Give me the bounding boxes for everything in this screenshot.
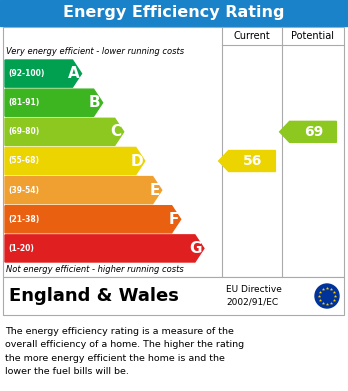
Text: England & Wales: England & Wales [9,287,179,305]
Text: G: G [189,241,202,256]
Text: (55-68): (55-68) [8,156,39,165]
Text: 69: 69 [304,125,324,139]
Text: (39-54): (39-54) [8,186,39,195]
Polygon shape [5,147,145,174]
Text: Not energy efficient - higher running costs: Not energy efficient - higher running co… [6,265,184,274]
Circle shape [315,284,339,308]
Text: 56: 56 [243,154,263,168]
Text: Energy Efficiency Rating: Energy Efficiency Rating [63,5,285,20]
Polygon shape [5,118,124,145]
Text: (92-100): (92-100) [8,69,45,78]
Text: (69-80): (69-80) [8,127,39,136]
Polygon shape [5,206,181,233]
Text: C: C [111,124,122,139]
Text: EU Directive
2002/91/EC: EU Directive 2002/91/EC [226,285,282,307]
Text: F: F [168,212,179,227]
Text: Very energy efficient - lower running costs: Very energy efficient - lower running co… [6,47,184,57]
Text: A: A [68,66,80,81]
Text: Potential: Potential [292,31,334,41]
Text: (1-20): (1-20) [8,244,34,253]
Bar [3,277,344,315]
Text: E: E [149,183,160,197]
Polygon shape [219,151,275,172]
Polygon shape [5,177,162,204]
Text: D: D [130,154,143,169]
Bar [0,0,348,26]
Text: (21-38): (21-38) [8,215,39,224]
Polygon shape [279,121,337,142]
Bar [3,27,344,277]
Text: Current: Current [234,31,270,41]
Polygon shape [5,89,103,116]
Text: B: B [89,95,101,110]
Polygon shape [5,235,204,262]
Text: (81-91): (81-91) [8,98,39,107]
Polygon shape [5,60,81,87]
Text: The energy efficiency rating is a measure of the
overall efficiency of a home. T: The energy efficiency rating is a measur… [5,327,244,376]
